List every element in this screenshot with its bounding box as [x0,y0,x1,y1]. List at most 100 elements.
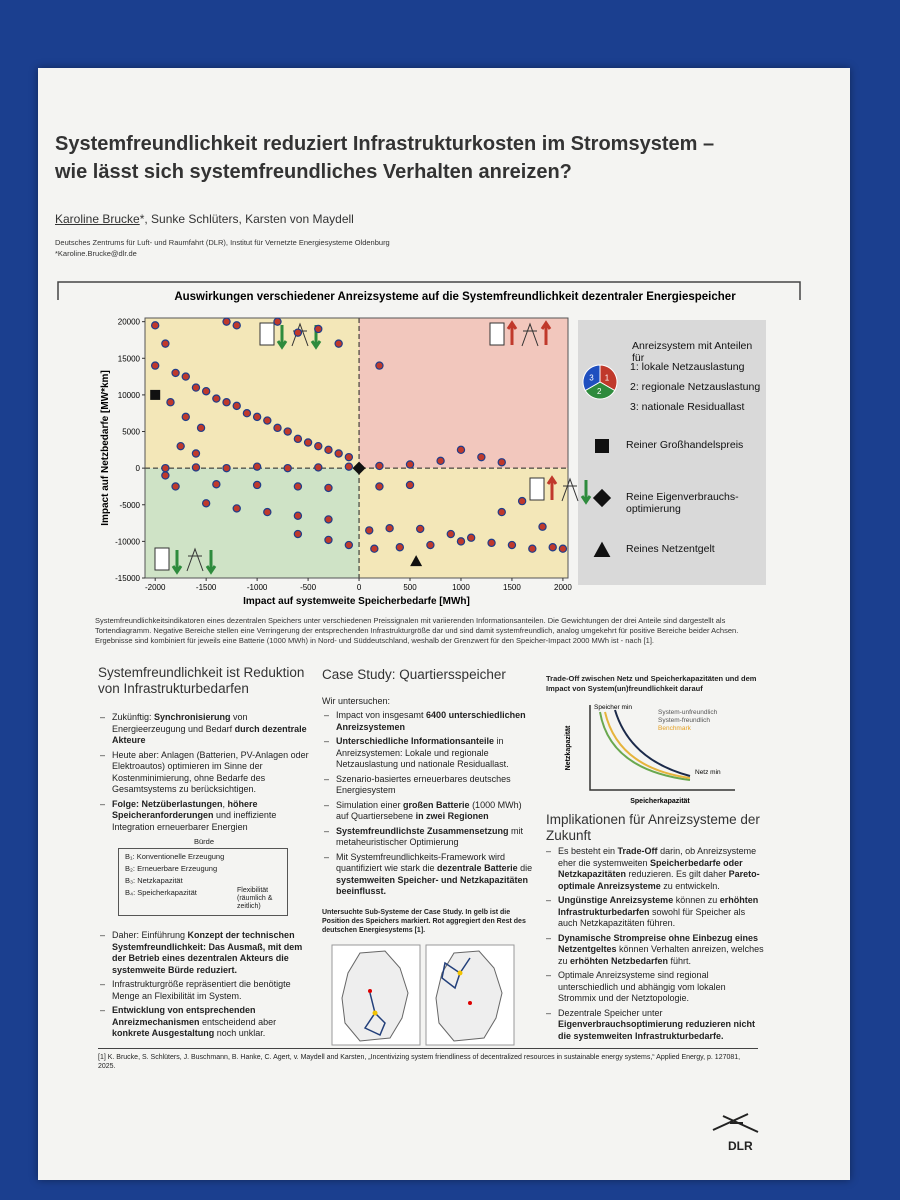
y-label: Netzkapazität [565,725,572,770]
legend-pie [582,364,601,392]
point [293,434,303,444]
text: reduzieren. Es gilt daher [626,869,729,879]
point [212,480,221,489]
point [416,524,425,534]
bold-text: Speicherbedarfe oder Netzkapazitäten [558,857,743,880]
map-rest [368,989,372,993]
point [497,507,506,517]
point [370,544,379,553]
point [334,449,343,458]
legend-item: 2: regionale Netzauslastung [630,381,760,393]
bullet: Daher: Einführung Konzept der technische… [100,930,310,976]
point [426,540,435,550]
storage-min: Speicher min [594,704,632,711]
point [548,543,557,552]
caption: Systemfreundlichkeitsindikatoren eines d… [95,616,739,645]
text: zu entwickeln. [660,880,720,891]
point [196,423,206,433]
bullet: Mit Systemfreundlichkeits-Framework wird… [324,852,536,898]
bullet: Zukünftig: Synchronisierung von Energiee… [100,712,310,747]
x-axis-label: Impact auf systemweite Speicherbedarfe [… [243,596,470,607]
pie-label: 2 [597,387,602,396]
point [314,441,323,451]
grid-min: Netz min [695,769,721,776]
point [314,463,323,472]
point [181,412,190,422]
point [232,321,241,330]
chart: -2000 -1500 -1000 -500 0 500 1000 1500 2000-1500… [57,281,801,607]
author-main: Karoline Brucke [55,212,140,226]
friendly-curve [599,711,691,781]
quadrant [145,468,360,578]
middle-heading: Case Study: Quartiersspeicher [322,667,506,682]
text: Dezentrale Speicher unter [558,1007,663,1018]
legend-item-text: 3: nationale Residuallast [630,401,745,413]
right-bullets: Es besteht ein Trade-Off darin, ob Anrei… [546,846,764,1045]
map-storage [372,1010,378,1016]
text: noch unklar. [214,1028,266,1038]
text: die [517,863,533,873]
title-line: wie lässt sich systemfreundliches Verhal… [55,161,572,183]
map-germany [435,950,503,1042]
battery-icon [529,477,545,501]
authors: Karoline Brucke*, Sunke Schlüters, Karst… [55,212,354,226]
point [171,368,180,378]
text: Optimale Anreizsysteme sind regional unt… [558,970,726,1003]
legend-entry-text: Reine Eigenverbrauchs-optimierung [626,491,739,515]
right-heading: Implikationen für Anreizsysteme der Zuku… [546,812,760,843]
x-tick-label: 1000 [452,583,470,592]
point [273,423,282,433]
quadrant [359,318,568,469]
bold-text: Synchronisierung [154,712,231,722]
point [191,383,201,392]
y-tick-label: 0 [136,464,141,473]
bold-text: Eigenverbrauchsoptimierung reduzieren ni… [558,1019,756,1041]
bullet: Impact von insgesamt 6400 unterschiedlic… [324,710,536,733]
point [375,482,384,491]
x-tick-label: 1500 [503,583,521,592]
legend-item: 1: lokale Netzauslastung [630,361,744,373]
point [436,456,445,466]
point [385,523,394,533]
burden-item: B₄: Speicherkapazität [125,888,197,897]
bullet: Es besteht ein Trade-Off darin, ob Anrei… [546,846,764,892]
text: entscheidend aber [199,1016,277,1027]
y-tick-label: -5000 [120,501,141,510]
legend-panel [578,320,766,585]
map-grid [441,957,471,990]
bold-text: konkrete Ausgestaltung [112,1028,215,1038]
logo-mark [712,1113,759,1133]
point [232,401,241,411]
point [507,540,517,550]
unfriendly-curve [614,709,691,777]
point [201,499,211,508]
point [528,544,537,553]
legend-entry-text: Reines Netzentgelt [626,543,715,555]
logo: DLR [708,1112,768,1153]
text: Zukünftig: [112,712,155,722]
legend-entry-text: Reiner Großhandelspreis [626,439,744,451]
tower-icon [521,322,539,347]
arrow-icon [205,550,217,575]
bold-text: erhöhten Infrastrukturbedarfen [558,895,759,917]
y-tick-label: 5000 [122,428,140,437]
text: Simulation einer [336,799,404,810]
point [324,535,333,545]
x-tick-label: 500 [403,583,417,592]
point [181,372,190,381]
tower-icon [561,477,579,502]
marker [150,389,161,400]
middle-bullets: Impact von insgesamt 6400 unterschiedlic… [324,710,536,901]
marker [410,555,423,567]
bold-text: Trade-Off [617,846,658,856]
legend-pie [584,381,616,400]
left-bullets: Zukünftig: Synchronisierung von Energiee… [100,712,310,836]
bullet: Infrastrukturgröße repräsentiert die ben… [100,979,310,1002]
burden-box: Bürde B₁: Konventionelle Erzeugung B₂: Er… [118,837,288,916]
battery-icon [259,322,275,346]
bold-text: Systemfreundlichste Zusammensetzung [336,825,509,836]
frame [57,281,801,300]
text: Impact von insgesamt [336,710,427,720]
point [222,317,231,326]
